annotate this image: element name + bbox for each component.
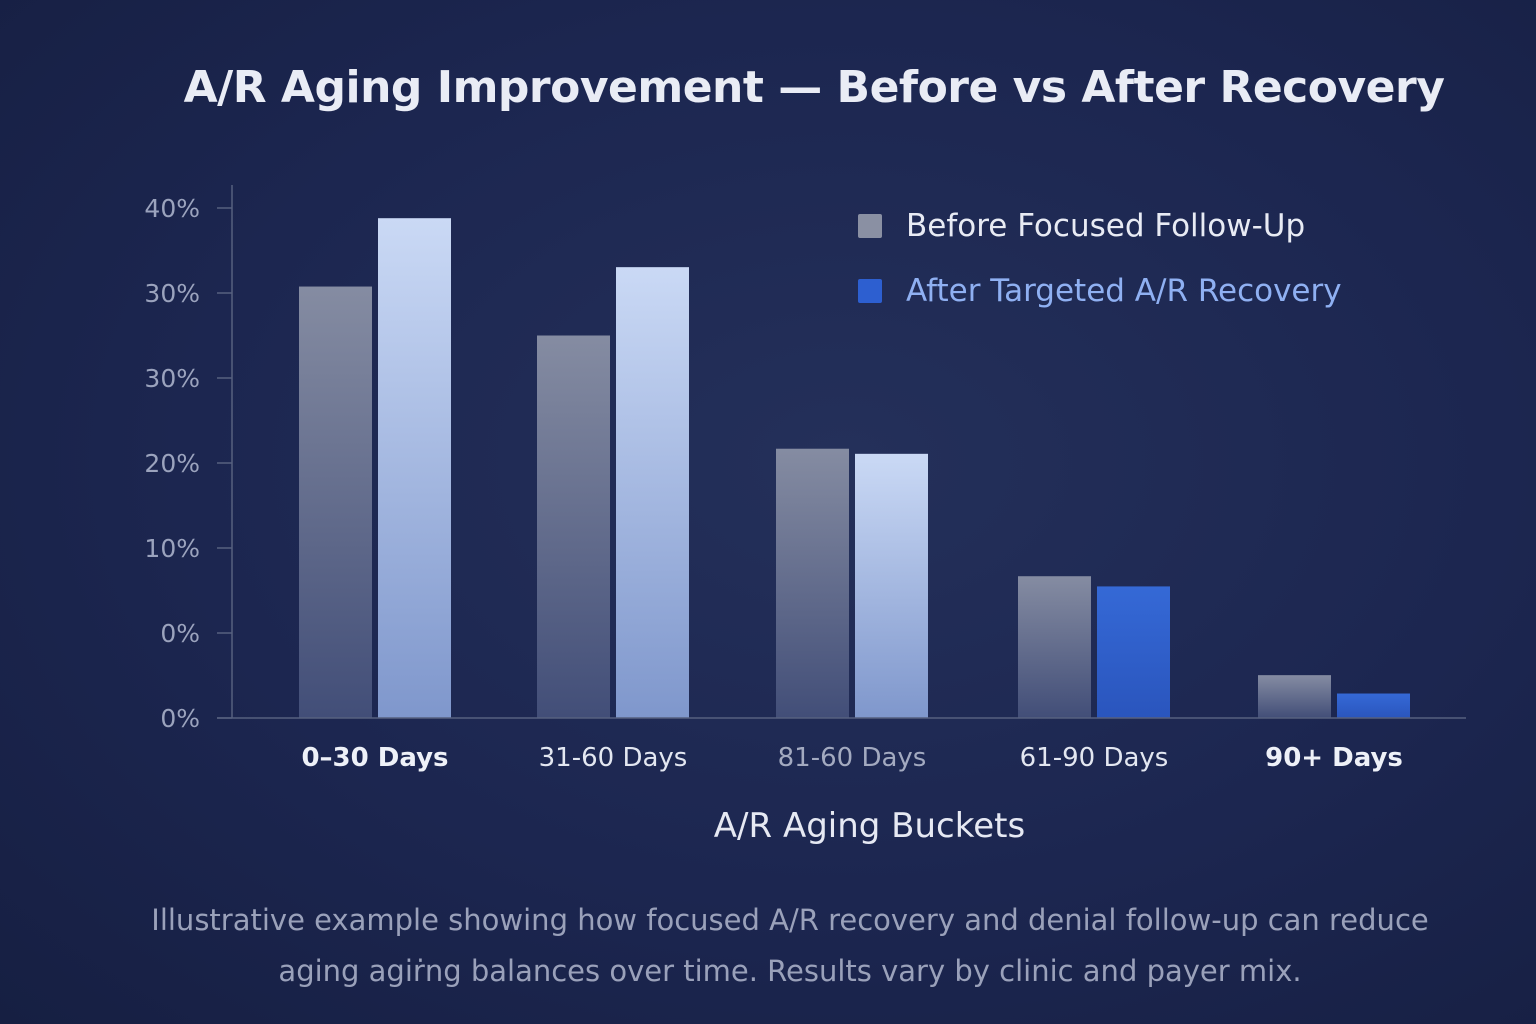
footnote-line-1: Illustrative example showing how focused… (151, 903, 1429, 937)
footnote-line-2: aging agiṙng balances over time. Results… (278, 954, 1302, 988)
x-tick-label: 61-90 Days (1020, 743, 1169, 773)
y-tick-label: 0% (160, 704, 200, 733)
bar-after (855, 453, 928, 718)
bar-before (776, 448, 849, 718)
bar-after (1337, 693, 1410, 718)
chart-title: A/R Aging Improvement — Before vs After … (183, 62, 1445, 113)
x-tick-label: 0–30 Days (301, 743, 448, 773)
bar-before (1018, 576, 1091, 718)
y-tick-label: 20% (144, 449, 200, 478)
legend-item-after: After Targeted A/R Recovery (858, 273, 1342, 309)
bar-before (1258, 675, 1331, 718)
legend-label-before: Before Focused Follow-Up (906, 208, 1306, 244)
y-tick-label: 0% (160, 619, 200, 648)
x-tick-label: 31-60 Days (539, 743, 688, 773)
legend-swatch-after (858, 279, 882, 303)
legend-swatch-before (858, 214, 882, 238)
legend-label-after: After Targeted A/R Recovery (906, 273, 1342, 309)
y-tick-label: 10% (144, 534, 200, 563)
legend-item-before: Before Focused Follow-Up (858, 208, 1305, 244)
bar-before (299, 286, 372, 718)
y-tick-label: 30% (144, 364, 200, 393)
bar-before (537, 335, 610, 718)
x-axis-label: A/R Aging Buckets (713, 806, 1026, 846)
footnote: Illustrative example showing how focused… (120, 895, 1460, 997)
bar-after (378, 218, 451, 718)
y-tick-label: 30% (144, 279, 200, 308)
x-tick-label: 90+ Days (1265, 743, 1403, 773)
y-tick-label: 40% (144, 194, 200, 223)
bar-after (1097, 586, 1170, 718)
bar-after (616, 267, 689, 718)
x-tick-label: 81-60 Days (778, 743, 927, 773)
